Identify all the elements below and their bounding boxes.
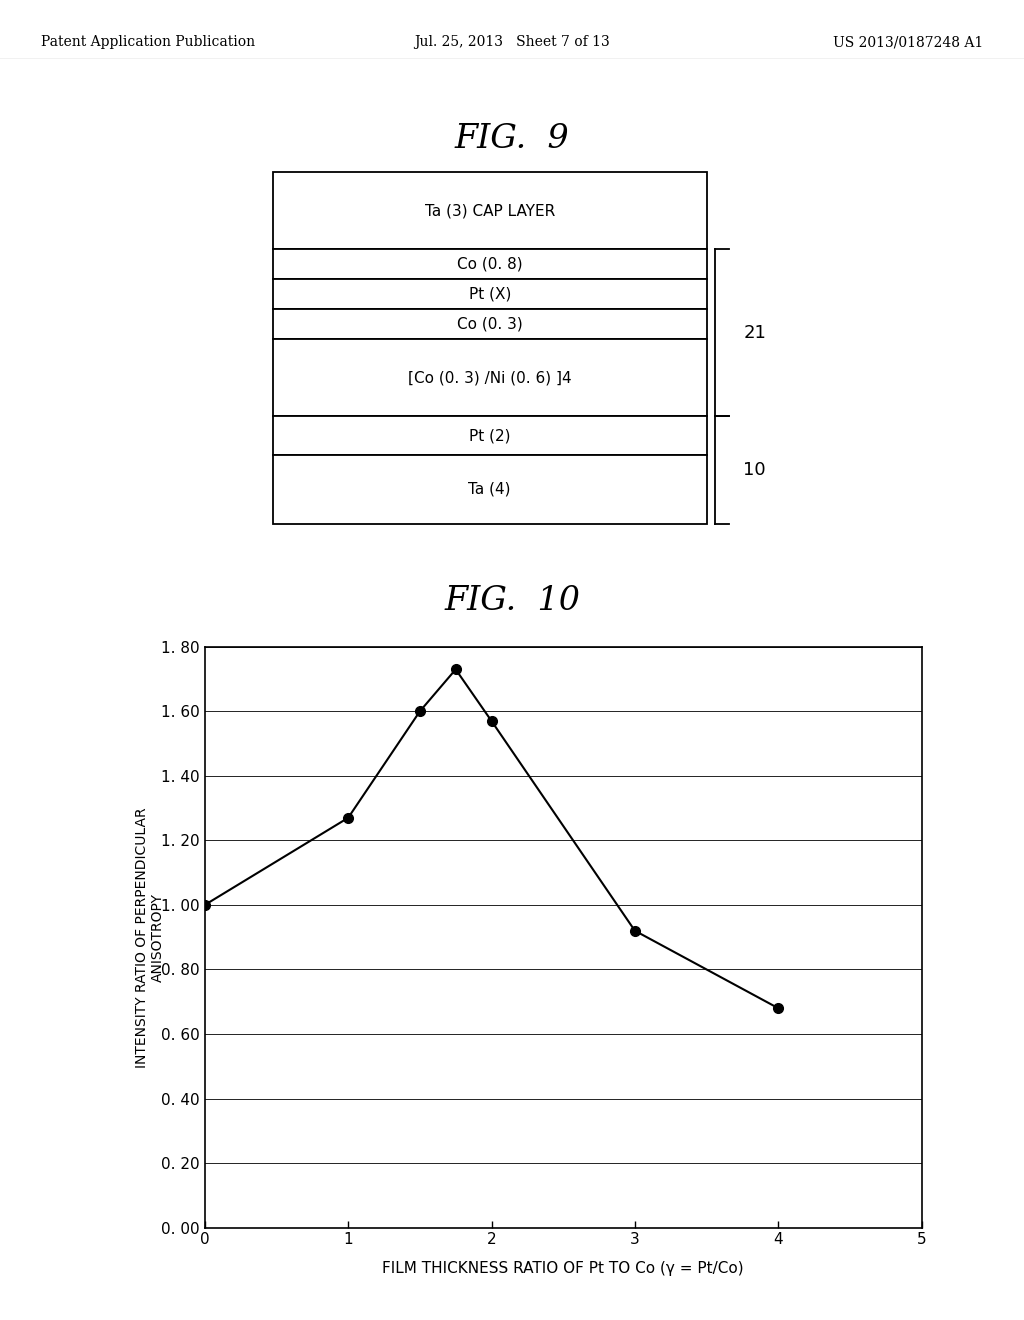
Bar: [272, 280, 707, 309]
Text: Ta (3) CAP LAYER: Ta (3) CAP LAYER: [425, 203, 555, 218]
Text: Ta (4): Ta (4): [468, 482, 511, 496]
Bar: [272, 455, 707, 524]
Text: Patent Application Publication: Patent Application Publication: [41, 36, 255, 49]
Text: [Co (0. 3) /Ni (0. 6) ]4: [Co (0. 3) /Ni (0. 6) ]4: [408, 371, 571, 385]
Text: Pt (2): Pt (2): [469, 428, 511, 444]
Bar: [272, 173, 707, 249]
Text: Pt (X): Pt (X): [469, 286, 511, 302]
Text: US 2013/0187248 A1: US 2013/0187248 A1: [833, 36, 983, 49]
Text: 21: 21: [743, 323, 766, 342]
Bar: [272, 339, 707, 417]
X-axis label: FILM THICKNESS RATIO OF Pt TO Co (γ = Pt/Co): FILM THICKNESS RATIO OF Pt TO Co (γ = Pt…: [382, 1262, 744, 1276]
Text: FIG.  10: FIG. 10: [444, 585, 580, 616]
Bar: [272, 417, 707, 455]
Y-axis label: INTENSITY RATIO OF PERPENDICULAR
ANISOTROPY: INTENSITY RATIO OF PERPENDICULAR ANISOTR…: [135, 807, 165, 1068]
Bar: [272, 309, 707, 339]
Text: Jul. 25, 2013   Sheet 7 of 13: Jul. 25, 2013 Sheet 7 of 13: [414, 36, 610, 49]
Bar: [272, 249, 707, 280]
Text: Co (0. 3): Co (0. 3): [457, 317, 522, 331]
Text: 10: 10: [743, 461, 766, 479]
Text: FIG.  9: FIG. 9: [455, 123, 569, 154]
Text: Co (0. 8): Co (0. 8): [457, 257, 522, 272]
